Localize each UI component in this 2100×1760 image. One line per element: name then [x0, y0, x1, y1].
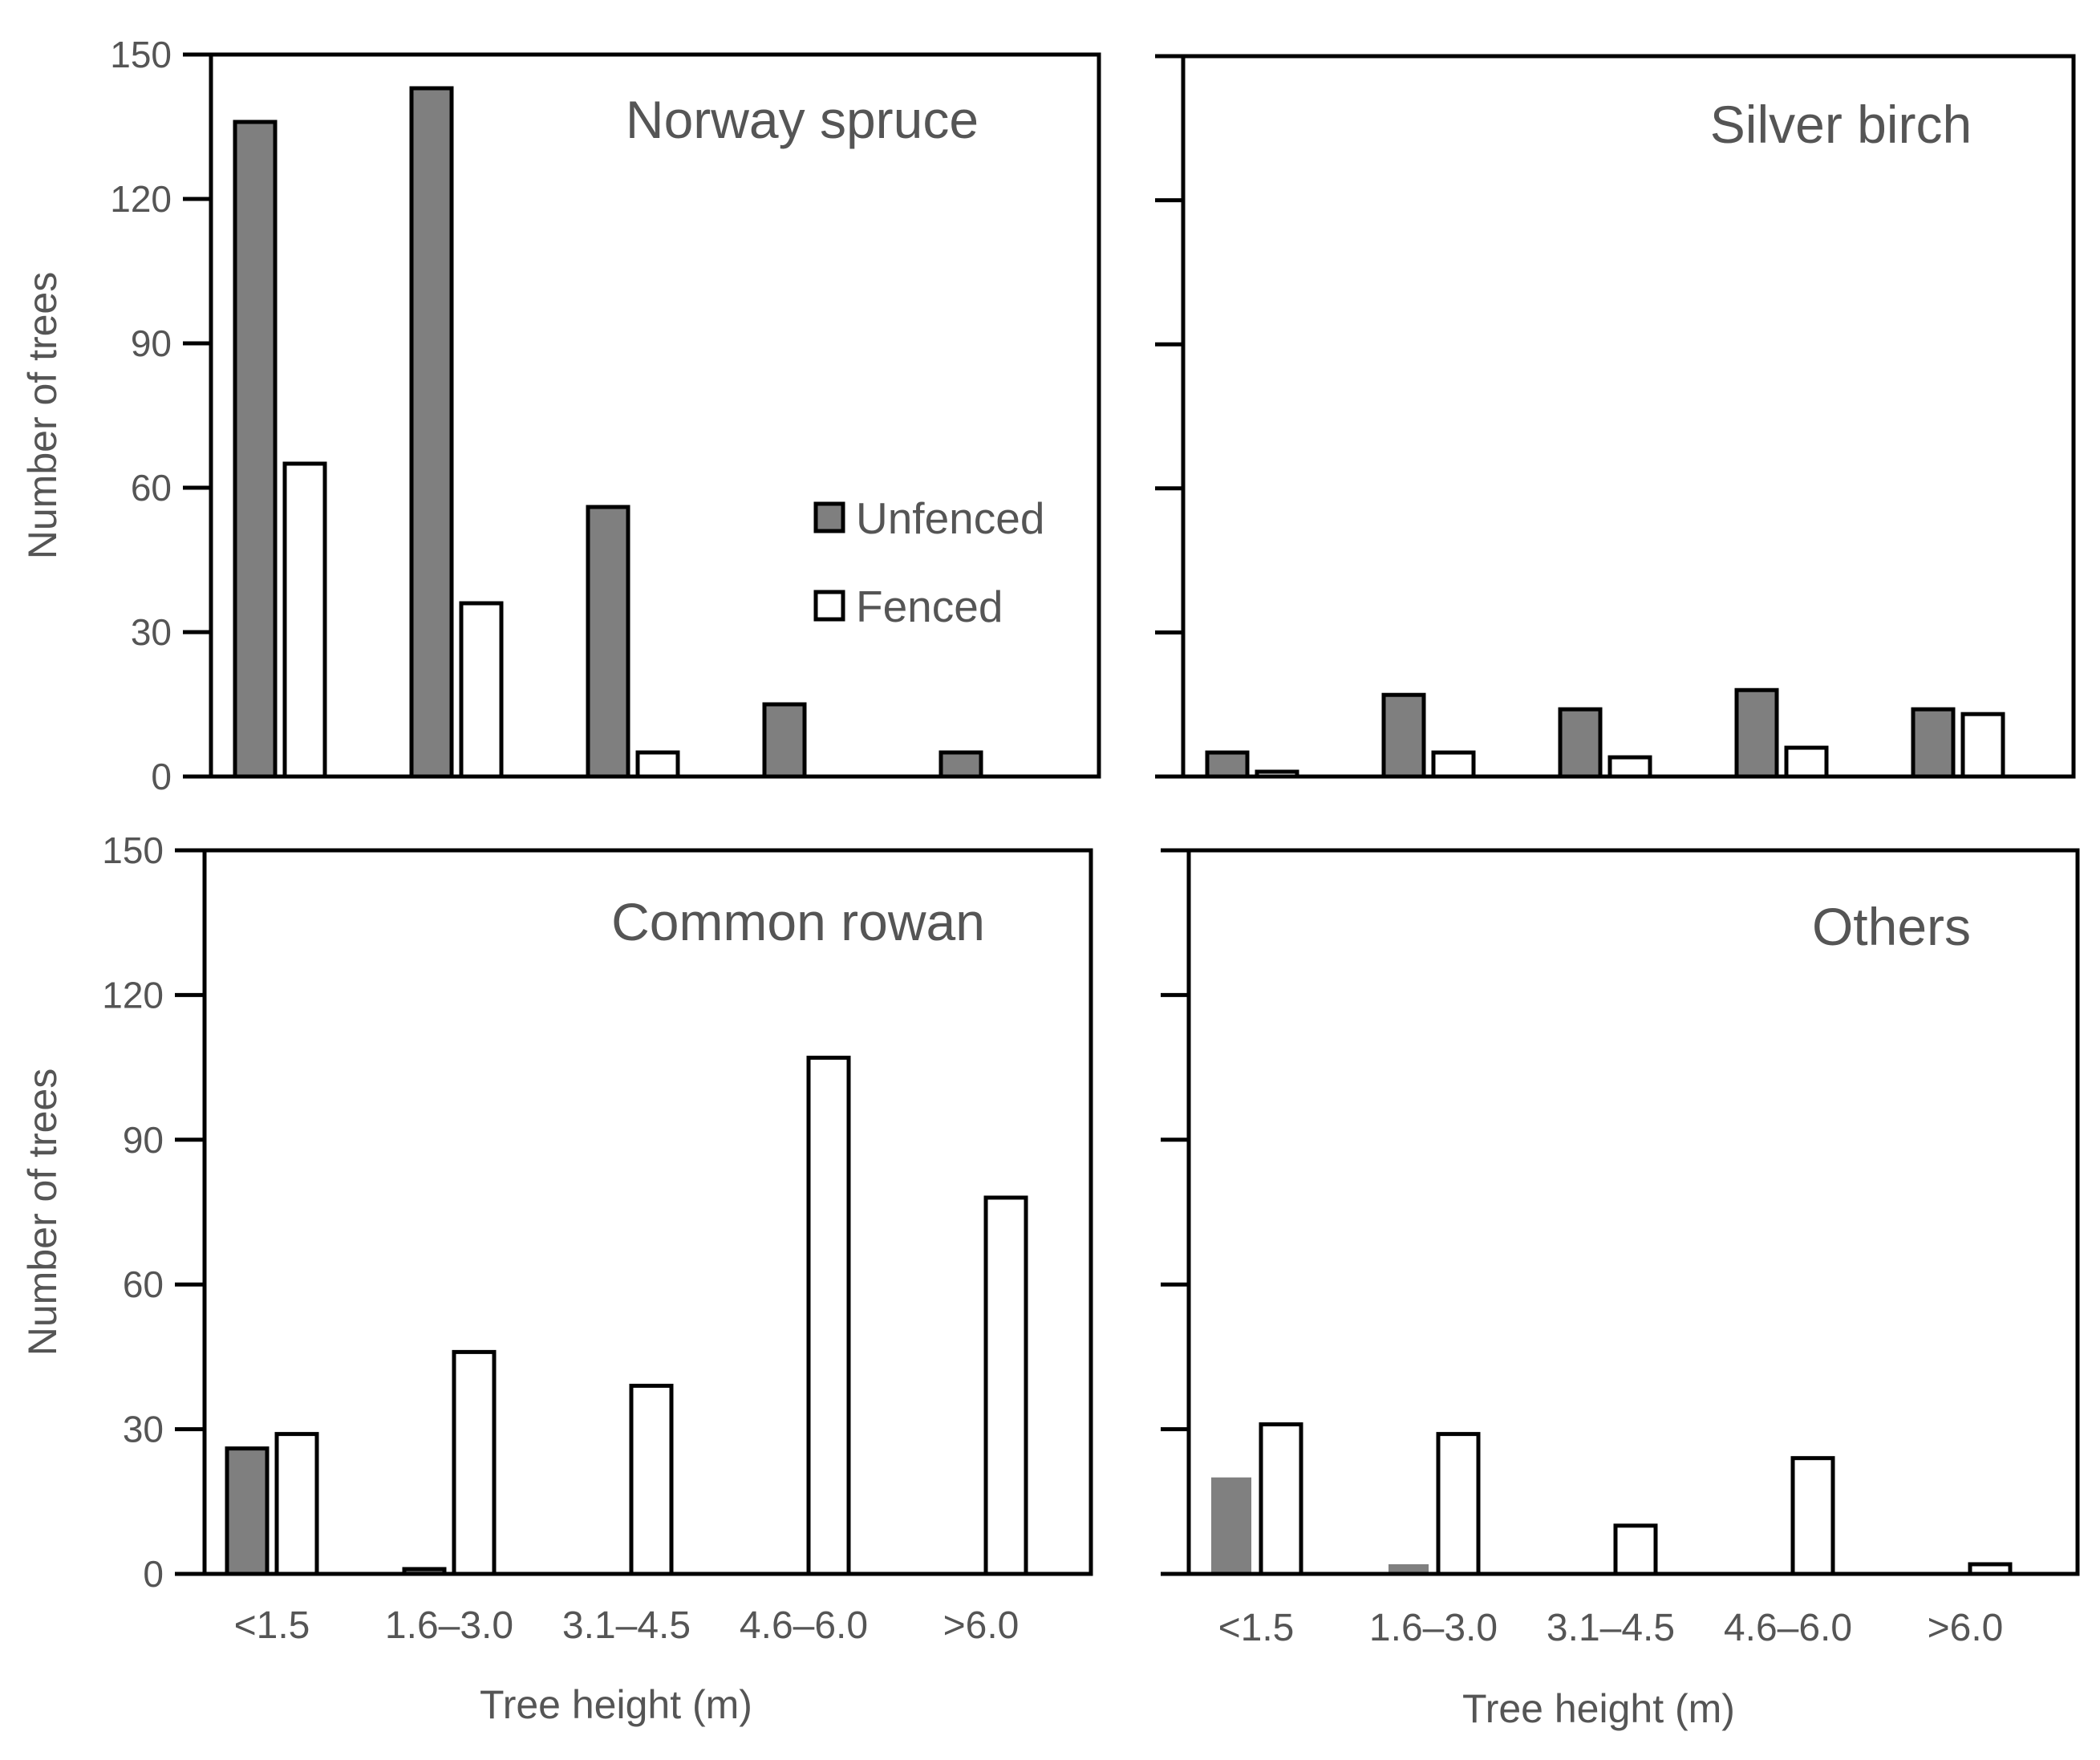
- y-tick-label: 30: [131, 611, 172, 653]
- bar-unfenced-1: [1389, 1563, 1429, 1574]
- legend-swatch: [813, 501, 845, 533]
- plot-frame: [202, 848, 1093, 1576]
- bar-fenced-3: [1790, 1456, 1835, 1576]
- x-axis-title: Tree height (m): [1462, 1686, 1735, 1731]
- bar-fenced-3: [806, 1056, 851, 1576]
- bar-unfenced-0: [233, 120, 278, 779]
- x-tick-label: 1.6–3.0: [1369, 1607, 1498, 1649]
- bar-unfenced-0: [225, 1446, 270, 1576]
- panel-others: Others <1.5 1.6–3.0 3.1–4.5 4.6–6.0 >6.0 Tree …: [1161, 848, 2080, 1731]
- y-tick-label: 150: [102, 829, 164, 871]
- legend-label: Fenced: [856, 582, 1003, 631]
- bar-fenced-0: [1259, 1422, 1303, 1576]
- panel-title: Others: [1812, 897, 1971, 956]
- y-axis-title: Number of trees: [20, 272, 65, 559]
- plot-frame: [1181, 54, 2076, 779]
- x-tick-label: 1.6–3.0: [385, 1604, 513, 1647]
- x-tick-label: 4.6–6.0: [1724, 1607, 1852, 1649]
- y-tick-label: 90: [123, 1119, 164, 1161]
- y-tick-label: 120: [102, 974, 164, 1016]
- x-tick-label: <1.5: [1218, 1607, 1295, 1649]
- bar-unfenced-2: [586, 505, 630, 779]
- bar-fenced-2: [1607, 755, 1652, 779]
- y-tick-label: 0: [151, 756, 172, 797]
- bar-unfenced-1: [409, 86, 454, 779]
- y-tick-label: 0: [143, 1553, 164, 1595]
- bar-fenced-4: [1960, 712, 2005, 779]
- bar-unfenced-3: [762, 702, 807, 779]
- bar-unfenced-3: [1734, 687, 1779, 779]
- bar-fenced-0: [274, 1432, 319, 1576]
- bar-fenced-1: [1436, 1432, 1481, 1576]
- bar-fenced-1: [1431, 750, 1476, 779]
- bar-fenced-4: [983, 1195, 1028, 1576]
- panel-title: Silver birch: [1710, 95, 1972, 154]
- bar-fenced-1: [459, 601, 504, 779]
- panel-silver-birch: Silver birch: [1155, 54, 2076, 779]
- x-axis-title: Tree height (m): [480, 1682, 752, 1727]
- y-tick-label: 120: [110, 178, 172, 220]
- bar-unfenced-0: [1211, 1477, 1251, 1574]
- panel-norway-spruce: 0 30 60 90 120 150 Norway spruce Number of tree…: [20, 34, 1101, 797]
- y-tick-label: 60: [131, 467, 172, 509]
- bar-unfenced-4: [939, 750, 983, 779]
- panel-title: Norway spruce: [626, 90, 979, 149]
- y-axis-title: Number of trees: [20, 1069, 65, 1356]
- legend-swatch: [813, 590, 845, 622]
- bar-fenced-2: [635, 750, 680, 779]
- bar-unfenced-1: [1381, 692, 1426, 779]
- bar-fenced-2: [629, 1383, 674, 1576]
- y-tick-label: 150: [110, 34, 172, 75]
- y-tick-label: 30: [123, 1409, 164, 1450]
- legend-item-fenced: Fenced: [813, 582, 1003, 631]
- x-tick-label: >6.0: [1928, 1607, 2004, 1649]
- x-tick-label: <1.5: [234, 1604, 310, 1647]
- panel-title: Common rowan: [611, 892, 985, 951]
- plot-frame: [1186, 848, 2080, 1576]
- bar-fenced-0: [282, 461, 327, 779]
- x-tick-label: >6.0: [943, 1604, 1020, 1647]
- bar-unfenced-0: [1205, 750, 1250, 779]
- bar-fenced-3: [1784, 745, 1829, 779]
- x-tick-label: 3.1–4.5: [562, 1604, 691, 1647]
- legend-label: Unfenced: [856, 493, 1044, 543]
- legend-item-unfenced: Unfenced: [813, 493, 1044, 543]
- legend: Unfenced Fenced: [813, 493, 1044, 631]
- x-tick-label: 3.1–4.5: [1547, 1607, 1675, 1649]
- bar-fenced-2: [1613, 1523, 1658, 1576]
- bar-fenced-1: [452, 1349, 497, 1576]
- y-tick-label: 90: [131, 322, 172, 364]
- bar-unfenced-2: [1558, 707, 1603, 779]
- panel-common-rowan: 0 30 60 90 120 150 Common rowan Number of trees…: [20, 829, 1093, 1727]
- bar-unfenced-4: [1911, 707, 1956, 779]
- plot-frame: [209, 52, 1101, 779]
- x-tick-label: 4.6–6.0: [740, 1604, 868, 1647]
- y-tick-label: 60: [123, 1263, 164, 1305]
